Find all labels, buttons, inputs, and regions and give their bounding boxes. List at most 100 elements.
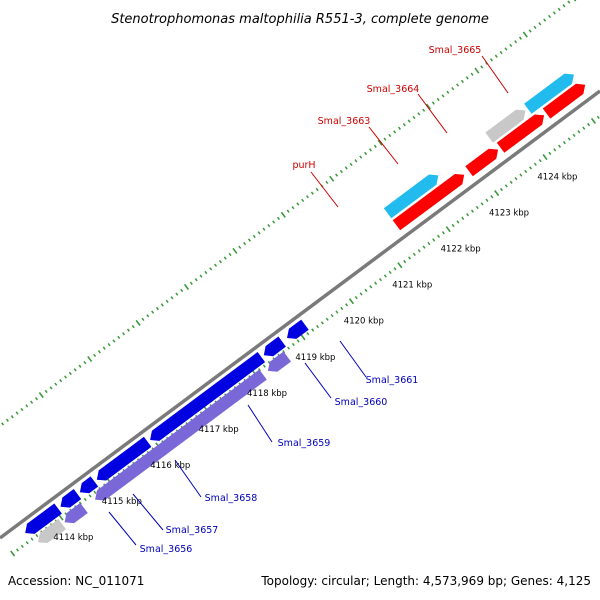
leader-line [132,493,164,531]
minor-tick [252,234,256,239]
gene-feature-reverse-3[interactable] [79,476,99,494]
minor-tick [30,400,34,404]
minor-tick [83,360,87,365]
major-tick [348,298,355,305]
gene-feature-forward-16[interactable] [383,174,439,219]
minor-tick [529,166,533,170]
gene-label-smal-3657[interactable]: Smal_3657 [132,493,219,536]
minor-tick [427,241,431,246]
minor-tick [49,386,53,390]
minor-tick [15,411,19,415]
minor-tick [180,288,184,293]
minor-tick [296,339,300,343]
minor-tick [194,278,198,282]
gene-label-smal-3660[interactable]: Smal_3660 [304,362,387,408]
gene-feature-forward-12[interactable] [392,174,465,231]
gene-label-purh[interactable]: purH [292,160,339,208]
minor-tick [257,231,261,235]
gene-label-smal-3665[interactable]: Smal_3665 [429,45,509,94]
minor-tick [247,238,251,242]
minor-tick [562,4,566,8]
minor-tick [286,209,290,213]
gene-feature-forward-14[interactable] [496,114,545,153]
gene-label-text: Smal_3663 [318,116,371,127]
minor-tick [112,339,116,343]
gene-feature-forward-18[interactable] [524,73,574,114]
gene-label-smal-3658[interactable]: Smal_3658 [174,459,258,504]
tick-label: 4118 kbp [247,389,287,399]
major-tick [474,67,480,74]
minor-tick [417,112,421,116]
minor-tick [1,422,5,426]
gene-feature-reverse-1[interactable] [25,503,62,534]
minor-tick [276,216,280,221]
gene-feature-forward-13[interactable] [465,148,499,177]
gene-feature-reverse-11[interactable] [267,351,291,372]
major-tick [87,355,93,363]
minor-tick [446,90,450,94]
gene-label-text: Smal_3659 [278,438,331,449]
leader-line [310,171,339,208]
minor-tick [451,223,455,228]
minor-tick [582,126,586,130]
minor-tick [504,184,508,188]
minor-tick [558,144,562,148]
gene-label-layer: purH Smal_3663 Smal_3664 Smal_3665 Smal_… [108,45,509,555]
minor-tick [359,155,363,159]
minor-tick [466,213,470,217]
major-tick [445,226,451,233]
minor-tick [509,43,513,48]
gene-label-smal-3664[interactable]: Smal_3664 [367,84,448,134]
gene-feature-reverse-4[interactable] [96,436,152,481]
minor-tick [485,198,489,202]
gene-feature-reverse-9[interactable] [64,502,88,524]
minor-tick [218,260,222,264]
minor-tick [204,270,208,275]
gene-label-text: Smal_3658 [205,493,258,504]
minor-tick [257,368,261,372]
minor-tick [30,537,34,541]
minor-tick [325,180,329,185]
minor-tick [364,151,368,156]
minor-tick [412,252,416,257]
gene-feature-reverse-10[interactable] [95,369,267,501]
major-tick [280,211,286,218]
gene-feature-reverse-8[interactable] [38,519,66,543]
minor-tick [102,346,106,350]
gene-feature-reverse-6[interactable] [263,336,286,357]
gene-label-text: Smal_3657 [166,525,219,536]
minor-tick [54,382,58,386]
gene-label-smal-3663[interactable]: Smal_3663 [318,116,399,165]
minor-tick [291,342,295,347]
minor-tick [514,177,518,181]
minor-tick [228,252,232,257]
major-tick [590,117,597,125]
gene-label-smal-3659[interactable]: Smal_3659 [247,404,331,449]
minor-tick [25,404,29,408]
minor-tick [146,314,150,318]
minor-tick [160,303,164,307]
minor-tick [456,83,460,87]
minor-tick [393,130,397,134]
gene-feature-reverse-5[interactable] [150,352,266,441]
minor-tick [518,36,522,40]
gene-label-smal-3661[interactable]: Smal_3661 [339,340,418,386]
major-tick [58,514,64,521]
minor-tick [107,342,111,347]
minor-tick [78,364,82,368]
gene-label-smal-3656[interactable]: Smal_3656 [108,511,192,555]
gene-feature-forward-15[interactable] [542,83,586,119]
accession-text: Accession: NC_011071 [8,574,144,588]
minor-tick [383,137,387,141]
major-tick [377,139,383,146]
gene-feature-reverse-2[interactable] [60,489,82,508]
major-tick [522,31,528,38]
gene-feature-forward-17[interactable] [485,109,526,143]
minor-tick [567,0,571,4]
minor-tick [480,202,484,206]
gene-feature-reverse-7[interactable] [287,319,309,339]
gene-label-text: Smal_3664 [367,84,420,95]
minor-tick [93,490,97,494]
minor-tick [306,195,310,199]
upper-tick-dots [1,0,577,426]
